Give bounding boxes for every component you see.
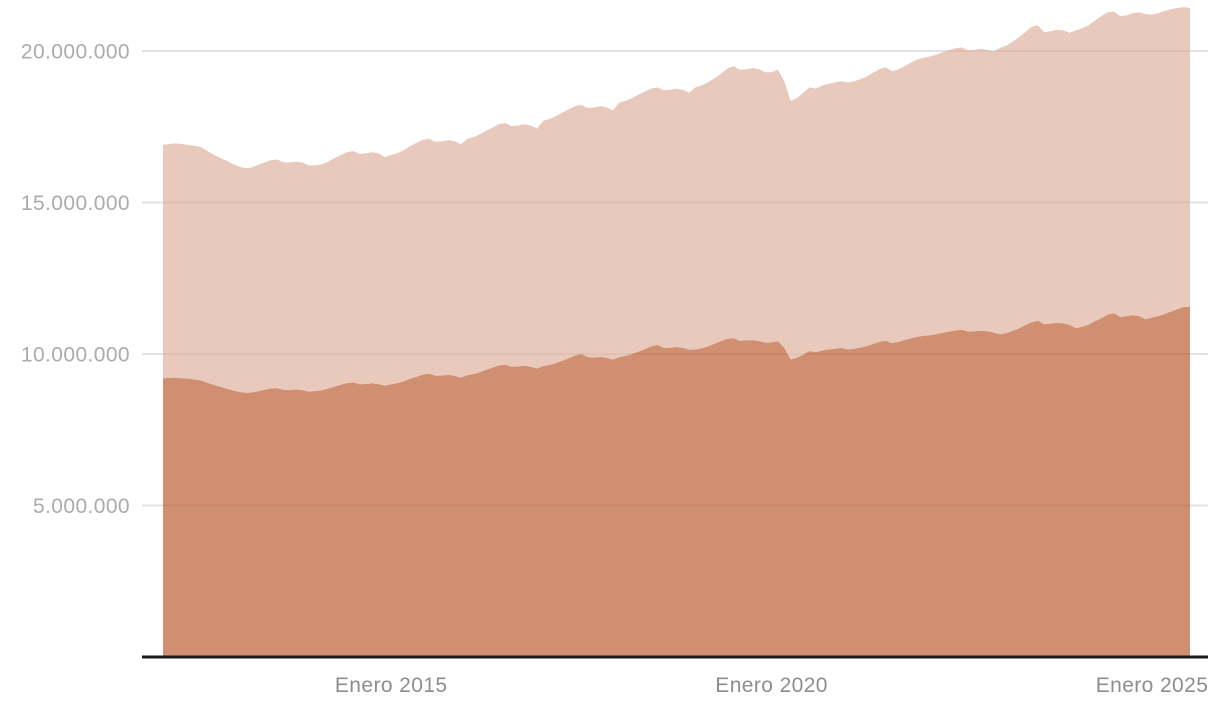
y-tick-label: 20.000.000 [21,41,130,64]
x-axis-labels: Enero 2015 Enero 2020 Enero 2025 [335,674,1208,697]
y-axis-labels: 5.000.000 10.000.000 15.000.000 20.000.000 [21,41,130,519]
x-tick-label: Enero 2025 [1096,674,1209,697]
area-upper-band [163,7,1190,393]
area-lower-band [163,307,1190,657]
x-tick-label: Enero 2015 [335,674,448,697]
y-tick-label: 5.000.000 [33,495,130,518]
y-tick-label: 10.000.000 [21,344,130,367]
y-tick-label: 15.000.000 [21,192,130,215]
x-tick-label: Enero 2020 [715,674,828,697]
area-series [163,7,1190,657]
